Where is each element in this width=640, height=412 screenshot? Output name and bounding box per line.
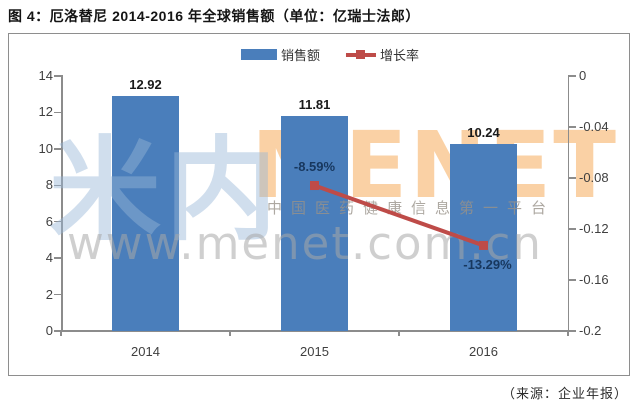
right-axis-tick — [567, 177, 576, 179]
bar-value-label: 10.24 — [467, 125, 500, 141]
x-axis-label: 2015 — [300, 344, 329, 359]
line-marker — [310, 181, 319, 191]
chart-legend: 销售额 增长率 — [240, 45, 419, 64]
line-marker-icon — [356, 49, 365, 59]
legend-item-sales: 销售额 — [240, 45, 320, 64]
left-axis-tick-label: 6 — [45, 213, 53, 229]
growth-value-label: -13.29% — [463, 257, 512, 273]
x-axis-label: 2016 — [469, 344, 498, 359]
left-axis-tick — [54, 220, 62, 223]
source-note: （来源：企业年报） — [501, 386, 628, 401]
x-axis-tick — [398, 331, 400, 336]
left-axis-tick-label: 8 — [45, 177, 53, 193]
right-axis-tick-label: -0.2 — [579, 323, 602, 338]
left-axis-tick-label: 12 — [38, 104, 53, 120]
left-axis-tick — [54, 293, 62, 296]
left-axis-tick-label: 2 — [45, 286, 53, 302]
right-axis-tick-label: 0 — [579, 68, 587, 83]
bar-swatch-icon — [240, 49, 277, 60]
right-axis-tick — [567, 330, 576, 332]
x-axis-tick — [60, 331, 62, 336]
right-axis-tick — [567, 279, 576, 281]
left-axis-tick — [54, 148, 62, 150]
line-marker — [479, 240, 488, 250]
right-axis-tick-label: -0.08 — [579, 170, 609, 185]
bar-value-label: 11.81 — [298, 96, 331, 112]
legend-item-growth: 增长率 — [346, 45, 419, 64]
x-axis-tick — [229, 331, 231, 336]
x-axis-label: 2014 — [131, 344, 160, 359]
left-axis-tick — [54, 111, 62, 114]
sales-bar — [281, 115, 348, 331]
axes-layer: 14 12 10 8 6 4 2 0 0 -0.04 -0.08 -0.12 -0.16 -0.2 2014… — [9, 34, 629, 375]
right-axis-tick-label: -0.16 — [579, 272, 609, 287]
trend-line-segment — [313, 183, 485, 248]
left-axis-line — [61, 75, 63, 331]
left-axis-tick — [54, 184, 62, 187]
left-axis-tick — [54, 75, 62, 77]
right-axis-line — [567, 75, 569, 331]
legend-growth-label: 增长率 — [380, 48, 420, 63]
right-axis-tick-label: -0.04 — [579, 119, 609, 134]
right-axis-tick — [567, 228, 576, 230]
chart-frame: 销售额 增长率 MENET 米内 中国医药健康信息第一平台 www.menet.… — [8, 33, 630, 376]
growth-value-label: -8.59% — [293, 158, 336, 174]
legend-sales-label: 销售额 — [280, 48, 320, 63]
left-axis-tick — [54, 257, 62, 259]
left-axis-tick-label: 14 — [38, 68, 53, 83]
line-swatch-icon — [346, 49, 376, 59]
right-axis-tick-label: -0.12 — [579, 221, 609, 236]
x-axis-tick — [567, 331, 569, 336]
sales-bar — [112, 95, 179, 331]
left-axis-tick-label: 4 — [45, 250, 53, 266]
growth-line-chart — [310, 181, 488, 250]
plot-area: 12.92 11.81 10.24 -8.59% -13.29% — [61, 76, 568, 331]
left-axis-tick — [54, 330, 62, 332]
right-axis-tick — [567, 126, 576, 128]
left-axis-tick-label: 10 — [38, 140, 53, 156]
bar-value-label: 12.92 — [129, 76, 162, 92]
left-axis-tick-label: 0 — [45, 323, 53, 338]
figure-title: 图 4：厄洛替尼 2014-2016 年全球销售额（单位：亿瑞士法郎） — [8, 8, 420, 24]
right-axis-tick — [567, 75, 576, 77]
